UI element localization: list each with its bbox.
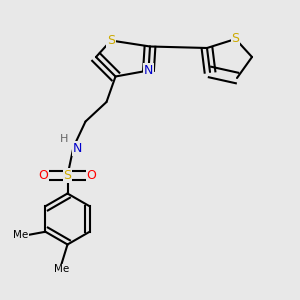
Text: S: S bbox=[64, 169, 71, 182]
Text: S: S bbox=[232, 32, 239, 46]
Text: Me: Me bbox=[13, 230, 28, 240]
Text: H: H bbox=[60, 134, 69, 144]
Text: S: S bbox=[107, 34, 115, 47]
Text: O: O bbox=[39, 169, 48, 182]
Text: N: N bbox=[144, 64, 153, 77]
Text: Me: Me bbox=[54, 264, 69, 274]
Text: O: O bbox=[87, 169, 96, 182]
Text: N: N bbox=[72, 142, 82, 155]
